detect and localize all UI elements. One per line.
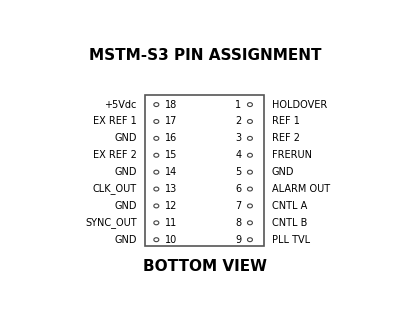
Text: MSTM-S3 PIN ASSIGNMENT: MSTM-S3 PIN ASSIGNMENT [89, 48, 321, 63]
Text: 17: 17 [165, 116, 177, 127]
Text: 5: 5 [235, 167, 241, 177]
Text: REF 2: REF 2 [272, 133, 300, 143]
Circle shape [248, 120, 252, 123]
Circle shape [154, 103, 159, 107]
Circle shape [248, 137, 252, 140]
Text: EX REF 2: EX REF 2 [93, 150, 137, 160]
Text: GND: GND [114, 133, 137, 143]
Text: 2: 2 [235, 116, 241, 127]
Circle shape [154, 170, 159, 174]
Circle shape [154, 221, 159, 225]
Text: SYNC_OUT: SYNC_OUT [85, 217, 137, 228]
Circle shape [248, 103, 252, 107]
Circle shape [248, 170, 252, 174]
Circle shape [154, 153, 159, 157]
Text: BOTTOM VIEW: BOTTOM VIEW [143, 259, 267, 274]
Circle shape [154, 120, 159, 123]
Text: 7: 7 [235, 201, 241, 211]
Text: CLK_OUT: CLK_OUT [93, 183, 137, 195]
Text: EX REF 1: EX REF 1 [93, 116, 137, 127]
Text: GND: GND [114, 235, 137, 245]
Circle shape [248, 221, 252, 225]
Text: 3: 3 [235, 133, 241, 143]
Text: GND: GND [272, 167, 294, 177]
Circle shape [248, 238, 252, 242]
Text: +5Vdc: +5Vdc [104, 100, 137, 110]
Bar [144, 95, 264, 246]
Text: ALARM OUT: ALARM OUT [272, 184, 330, 194]
Text: 11: 11 [165, 218, 177, 228]
Text: CNTL B: CNTL B [272, 218, 307, 228]
Text: 4: 4 [235, 150, 241, 160]
Circle shape [154, 187, 159, 191]
Text: REF 1: REF 1 [272, 116, 300, 127]
Circle shape [154, 137, 159, 140]
Text: 18: 18 [165, 100, 177, 110]
Text: GND: GND [114, 167, 137, 177]
Circle shape [154, 238, 159, 242]
Text: 16: 16 [165, 133, 177, 143]
Text: 15: 15 [165, 150, 177, 160]
Circle shape [154, 204, 159, 208]
Circle shape [248, 204, 252, 208]
Text: 12: 12 [165, 201, 177, 211]
Text: 1: 1 [235, 100, 241, 110]
Text: 13: 13 [165, 184, 177, 194]
Text: 14: 14 [165, 167, 177, 177]
Circle shape [248, 153, 252, 157]
Text: GND: GND [114, 201, 137, 211]
Text: PLL TVL: PLL TVL [272, 235, 310, 245]
Text: HOLDOVER: HOLDOVER [272, 100, 327, 110]
Circle shape [248, 187, 252, 191]
Text: 8: 8 [235, 218, 241, 228]
Text: CNTL A: CNTL A [272, 201, 307, 211]
Text: 6: 6 [235, 184, 241, 194]
Text: 9: 9 [235, 235, 241, 245]
Text: FRERUN: FRERUN [272, 150, 312, 160]
Text: 10: 10 [165, 235, 177, 245]
